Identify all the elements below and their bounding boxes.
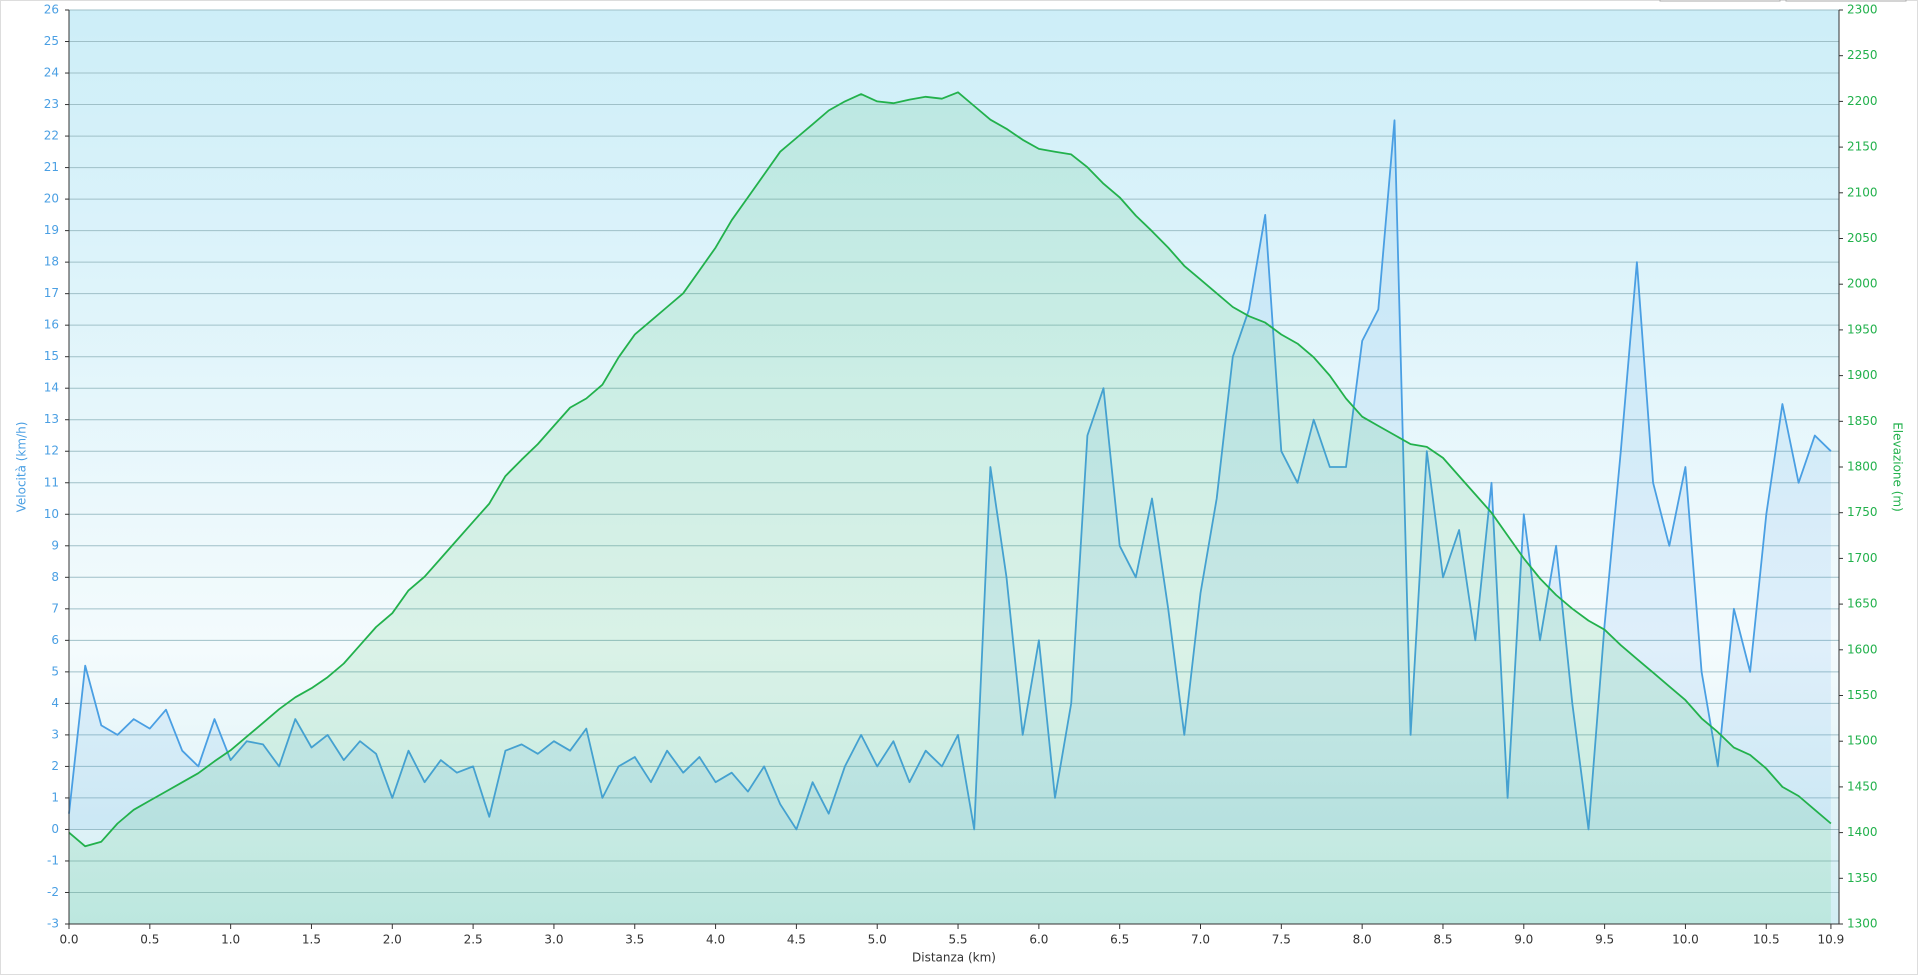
y2-tick-label: 2150 bbox=[1847, 140, 1878, 154]
y2-tick-label: 1950 bbox=[1847, 322, 1878, 336]
x-tick-label: 0.5 bbox=[140, 933, 159, 947]
x-tick-label: 2.0 bbox=[383, 933, 402, 947]
y-tick-label: 6 bbox=[51, 633, 59, 647]
y-tick-label: 22 bbox=[44, 129, 59, 143]
y-tick-label: 17 bbox=[44, 286, 59, 300]
y-tick-label: 18 bbox=[44, 255, 59, 269]
y-tick-label: 12 bbox=[44, 444, 59, 458]
grid bbox=[69, 9, 1839, 925]
x-tick-label: 6.0 bbox=[1029, 933, 1048, 947]
y2-tick-label: 1800 bbox=[1847, 460, 1878, 474]
y-tick-label: -1 bbox=[47, 853, 59, 867]
y2-axis-title: Elevazione (m) bbox=[1891, 422, 1905, 512]
x-tick-label: 5.0 bbox=[868, 933, 887, 947]
button[interactable] bbox=[1785, 0, 1907, 2]
labels: -3-2-10123456789101112131415161718192021… bbox=[44, 3, 1878, 947]
x-tick-label: 7.5 bbox=[1272, 933, 1291, 947]
y-tick-label: -2 bbox=[47, 885, 59, 899]
x-tick-label: 2.5 bbox=[464, 933, 483, 947]
y2-tick-label: 1600 bbox=[1847, 642, 1878, 656]
y2-tick-label: 1750 bbox=[1847, 505, 1878, 519]
y-tick-label: 2 bbox=[51, 759, 59, 773]
x-tick-label: 1.0 bbox=[221, 933, 240, 947]
series-line bbox=[68, 91, 1832, 848]
x-tick-label: 9.5 bbox=[1595, 933, 1614, 947]
y2-tick-label: 1850 bbox=[1847, 414, 1878, 428]
x-tick-label: 10.0 bbox=[1672, 933, 1699, 947]
x-tick-label: 3.5 bbox=[625, 933, 644, 947]
y2-tick-label: 1450 bbox=[1847, 779, 1878, 793]
x-tick-label: 5.5 bbox=[948, 933, 967, 947]
y-tick-label: 4 bbox=[51, 696, 59, 710]
x-tick-label: 10.5 bbox=[1753, 933, 1780, 947]
y-tick-label: -3 bbox=[47, 917, 59, 931]
plot-area bbox=[69, 10, 1839, 924]
y2-tick-label: 1350 bbox=[1847, 871, 1878, 885]
y-tick-label: 0 bbox=[51, 822, 59, 836]
x-tick-label: 9.0 bbox=[1514, 933, 1533, 947]
x-tick-label: 0.0 bbox=[59, 933, 78, 947]
y-tick-label: 7 bbox=[51, 601, 59, 615]
y2-tick-label: 2050 bbox=[1847, 231, 1878, 245]
y-tick-label: 11 bbox=[44, 475, 59, 489]
x-tick-label: 10.9 bbox=[1818, 933, 1845, 947]
y-tick-label: 24 bbox=[44, 66, 59, 80]
x-tick-label: 7.0 bbox=[1191, 933, 1210, 947]
y-tick-label: 23 bbox=[44, 97, 59, 111]
x-tick-label: 8.5 bbox=[1433, 933, 1452, 947]
y-tick-label: 26 bbox=[44, 3, 59, 17]
y-tick-label: 1 bbox=[51, 790, 59, 804]
y2-tick-label: 2300 bbox=[1847, 3, 1878, 17]
y-tick-label: 13 bbox=[44, 412, 59, 426]
y-tick-label: 14 bbox=[44, 381, 59, 395]
y-tick-label: 21 bbox=[44, 160, 59, 174]
y-tick-label: 16 bbox=[44, 318, 59, 332]
x-tick-label: 3.0 bbox=[544, 933, 563, 947]
y2-tick-label: 1900 bbox=[1847, 368, 1878, 382]
y2-tick-label: 2200 bbox=[1847, 94, 1878, 108]
y-tick-label: 3 bbox=[51, 727, 59, 741]
y-tick-label: 10 bbox=[44, 507, 59, 521]
series-line bbox=[68, 119, 1832, 831]
series-area bbox=[69, 120, 1831, 830]
series-area bbox=[69, 92, 1831, 925]
button[interactable] bbox=[1659, 0, 1781, 2]
y2-tick-label: 1500 bbox=[1847, 734, 1878, 748]
marks bbox=[68, 91, 1832, 925]
x-tick-label: 1.5 bbox=[302, 933, 321, 947]
x-tick-label: 8.0 bbox=[1353, 933, 1372, 947]
y2-tick-label: 1300 bbox=[1847, 917, 1878, 931]
x-axis-title: Distanza (km) bbox=[912, 951, 996, 965]
y2-tick-label: 1700 bbox=[1847, 551, 1878, 565]
x-tick-label: 4.0 bbox=[706, 933, 725, 947]
y2-tick-label: 2000 bbox=[1847, 277, 1878, 291]
x-tick-label: 6.5 bbox=[1110, 933, 1129, 947]
y2-tick-label: 2250 bbox=[1847, 48, 1878, 62]
y-tick-label: 9 bbox=[51, 538, 59, 552]
y2-tick-label: 1550 bbox=[1847, 688, 1878, 702]
y-tick-label: 15 bbox=[44, 349, 59, 363]
y-tick-label: 8 bbox=[51, 570, 59, 584]
y-axis-title: Velocità (km/h) bbox=[15, 422, 29, 513]
y-tick-label: 19 bbox=[44, 223, 59, 237]
x-tick-label: 4.5 bbox=[787, 933, 806, 947]
y-tick-label: 5 bbox=[51, 664, 59, 678]
y-tick-label: 20 bbox=[44, 192, 59, 206]
y2-tick-label: 1400 bbox=[1847, 825, 1878, 839]
y2-tick-label: 2100 bbox=[1847, 185, 1878, 199]
y-tick-label: 25 bbox=[44, 34, 59, 48]
y2-tick-label: 1650 bbox=[1847, 597, 1878, 611]
